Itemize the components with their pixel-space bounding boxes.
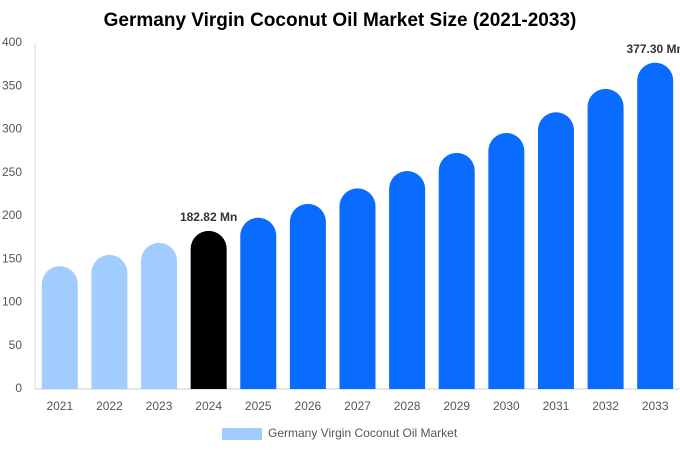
bar <box>141 242 178 389</box>
y-tick-label: 350 <box>2 78 22 92</box>
x-tick-label: 2024 <box>195 399 222 413</box>
x-tick-label: 2032 <box>592 399 619 413</box>
y-tick-label: 400 <box>2 35 22 49</box>
bar <box>339 188 376 389</box>
x-tick-label: 2025 <box>245 399 272 413</box>
x-tick-label: 2023 <box>146 399 173 413</box>
bar <box>438 152 475 389</box>
bar <box>190 230 227 389</box>
bar <box>41 266 78 389</box>
bar <box>587 88 624 389</box>
bar <box>289 203 326 389</box>
x-tick-label: 2031 <box>543 399 570 413</box>
y-tick-label: 100 <box>2 295 22 309</box>
bar <box>240 217 277 389</box>
y-tick-label: 0 <box>15 381 22 395</box>
x-tick-label: 2030 <box>493 399 520 413</box>
x-tick-label: 2028 <box>394 399 421 413</box>
bar <box>488 132 525 389</box>
x-tick-label: 2022 <box>96 399 123 413</box>
x-tick-label: 2033 <box>642 399 669 413</box>
bar <box>537 112 574 389</box>
value-label: 182.82 Mn <box>180 210 237 224</box>
y-tick-label: 150 <box>2 251 22 265</box>
y-tick-label: 200 <box>2 208 22 222</box>
y-tick-label: 300 <box>2 122 22 136</box>
x-tick-label: 2027 <box>344 399 371 413</box>
legend-swatch <box>222 428 262 440</box>
chart-title: Germany Virgin Coconut Oil Market Size (… <box>104 10 577 31</box>
value-label: 377.30 Mn <box>627 42 680 56</box>
bar <box>91 254 128 389</box>
y-tick-label: 250 <box>2 165 22 179</box>
x-tick-label: 2026 <box>295 399 322 413</box>
legend-label: Germany Virgin Coconut Oil Market <box>268 426 458 440</box>
x-tick-label: 2021 <box>46 399 73 413</box>
x-tick-label: 2029 <box>443 399 470 413</box>
bar <box>637 62 674 390</box>
bar <box>389 171 426 389</box>
y-tick-label: 50 <box>9 338 23 352</box>
